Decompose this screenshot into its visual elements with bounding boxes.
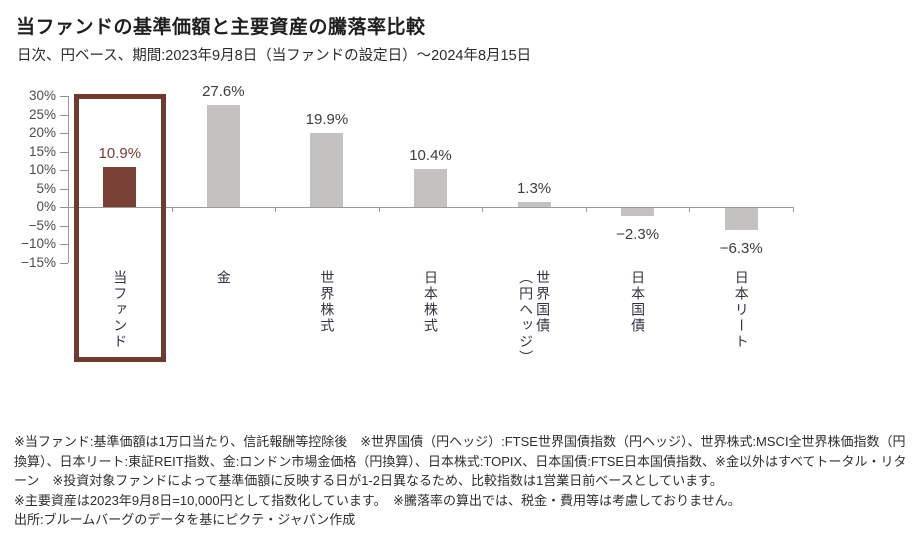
y-axis-tick-label: 5% — [36, 180, 56, 196]
y-axis-tick-label: −5% — [28, 217, 56, 233]
category-label: 日本国債 — [630, 270, 647, 334]
bar — [206, 104, 240, 207]
bar-value-label: 10.4% — [409, 146, 452, 164]
y-axis-tick — [60, 188, 68, 190]
bar — [621, 208, 655, 216]
y-axis-tick-label: 25% — [28, 106, 56, 122]
y-axis-line — [68, 96, 69, 263]
bar-value-label: −2.3% — [616, 225, 660, 243]
y-axis-tick — [60, 114, 68, 116]
category-label: 金 — [215, 270, 232, 286]
category-label: 日本リート — [733, 270, 750, 350]
fund-highlight-box — [73, 94, 166, 362]
chart-title: 当ファンドの基準価額と主要資産の騰落率比較 — [16, 17, 426, 38]
bar-value-label: 27.6% — [202, 82, 245, 100]
x-axis-tick — [689, 207, 690, 212]
x-axis-line — [68, 207, 793, 208]
footnote-indexing: ※主要資産は2023年9月8日=10,000円として指数化しています。 ※騰落率… — [14, 492, 741, 508]
bar — [724, 208, 758, 231]
bar-value-label: 19.9% — [305, 111, 349, 129]
x-axis-tick — [68, 207, 69, 212]
bar-value-label: 10.9% — [98, 144, 142, 162]
y-axis-tick — [60, 170, 68, 171]
footnote-definitions: ※当ファンド:基準価額は1万口当たり、信託報酬等控除後 ※世界国債（円ヘッジ）:… — [14, 434, 907, 488]
y-axis-tick-label: 0% — [36, 199, 56, 214]
y-axis-tick — [60, 244, 68, 245]
y-axis-tick-label: −15% — [21, 254, 56, 270]
chart-subtitle: 日次、円ベース、期間:2023年9月8日（当ファンドの設定日）～2024年8月1… — [17, 48, 532, 64]
x-axis-tick — [379, 207, 380, 212]
category-label: 日本株式 — [423, 270, 439, 334]
bar-value-label: 1.3% — [516, 180, 552, 198]
x-axis-tick — [275, 207, 276, 212]
footnotes: ※当ファンド:基準価額は1万口当たり、信託報酬等控除後 ※世界国債（円ヘッジ）:… — [14, 432, 912, 530]
x-axis-tick — [586, 207, 587, 212]
footnote-source: 出所:ブルームバーグのデータを基にピクテ・ジャパン作成 — [14, 512, 356, 527]
x-axis-tick — [482, 207, 483, 212]
y-axis-tick-label: 10% — [28, 162, 56, 177]
bar — [310, 133, 344, 207]
y-axis-tick-label: 20% — [28, 125, 56, 140]
bar — [517, 202, 551, 207]
y-axis-tick-label: 15% — [28, 143, 56, 159]
y-axis-tick-label: 30% — [28, 88, 56, 103]
y-axis-tick — [60, 133, 68, 134]
bar-value-label: −6.3% — [719, 240, 763, 258]
bar — [103, 166, 137, 207]
y-axis-tick — [60, 151, 68, 153]
y-axis-tick — [60, 207, 68, 208]
category-label: 当ファンド — [112, 270, 129, 350]
x-axis-tick — [172, 207, 173, 212]
bar — [414, 168, 447, 207]
x-axis-tick — [793, 207, 794, 212]
y-axis-tick — [60, 96, 68, 97]
category-label: 世界国債 （円ヘッジ） — [518, 270, 552, 366]
y-axis-tick — [60, 262, 68, 264]
y-axis-tick-label: −10% — [21, 236, 56, 251]
category-label: 世界株式 — [319, 270, 336, 334]
y-axis-tick — [60, 225, 68, 227]
